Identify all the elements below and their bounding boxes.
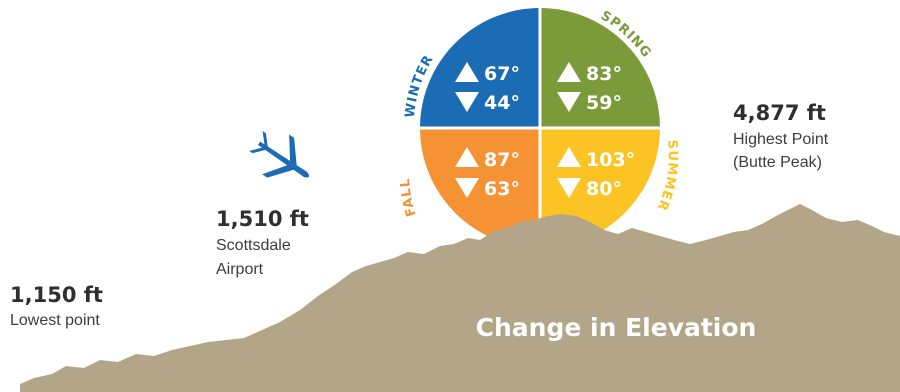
triangle-up-icon xyxy=(455,147,479,167)
spring-low-temp: 59° xyxy=(586,92,622,114)
winter-high-temp: 67° xyxy=(484,63,520,85)
highest-point-caption-line2: (Butte Peak) xyxy=(733,154,822,171)
airplane-icon xyxy=(249,131,310,178)
fall-low-temp: 63° xyxy=(484,178,520,200)
airport-annotation: 1,510 ft Scottsdale Airport xyxy=(216,207,309,278)
summer-low-temp: 80° xyxy=(586,178,622,200)
summer-high-temp: 103° xyxy=(586,149,635,171)
triangle-down-icon xyxy=(557,178,581,198)
airport-caption-line2: Airport xyxy=(216,261,264,278)
spring-high-temp: 83° xyxy=(586,63,622,85)
winter-quadrant xyxy=(420,8,540,128)
triangle-up-icon xyxy=(455,62,479,82)
chart-title: Change in Elevation xyxy=(476,313,757,342)
mountain-terrain xyxy=(20,204,900,392)
highest-point-elevation: 4,877 ft xyxy=(733,101,826,125)
airport-caption-line1: Scottsdale xyxy=(216,237,291,254)
winter-low-temp: 44° xyxy=(484,92,520,114)
triangle-down-icon xyxy=(455,178,479,198)
triangle-down-icon xyxy=(557,92,581,112)
airport-elevation: 1,510 ft xyxy=(216,207,309,231)
fall-label: FALL xyxy=(398,177,420,218)
triangle-up-icon xyxy=(557,62,581,82)
highest-point-annotation: 4,877 ft Highest Point (Butte Peak) xyxy=(733,101,829,171)
season-temperature-circle: 67° 44° 83° 59° 87° 63° 103° 80° WINTER … xyxy=(398,8,679,248)
lowest-point-annotation: 1,150 ft Lowest point xyxy=(10,283,103,329)
lowest-point-caption: Lowest point xyxy=(10,312,100,329)
triangle-up-icon xyxy=(557,147,581,167)
triangle-down-icon xyxy=(455,92,479,112)
fall-quadrant xyxy=(420,128,540,248)
highest-point-caption-line1: Highest Point xyxy=(733,131,829,148)
fall-high-temp: 87° xyxy=(484,149,520,171)
lowest-point-elevation: 1,150 ft xyxy=(10,283,103,307)
